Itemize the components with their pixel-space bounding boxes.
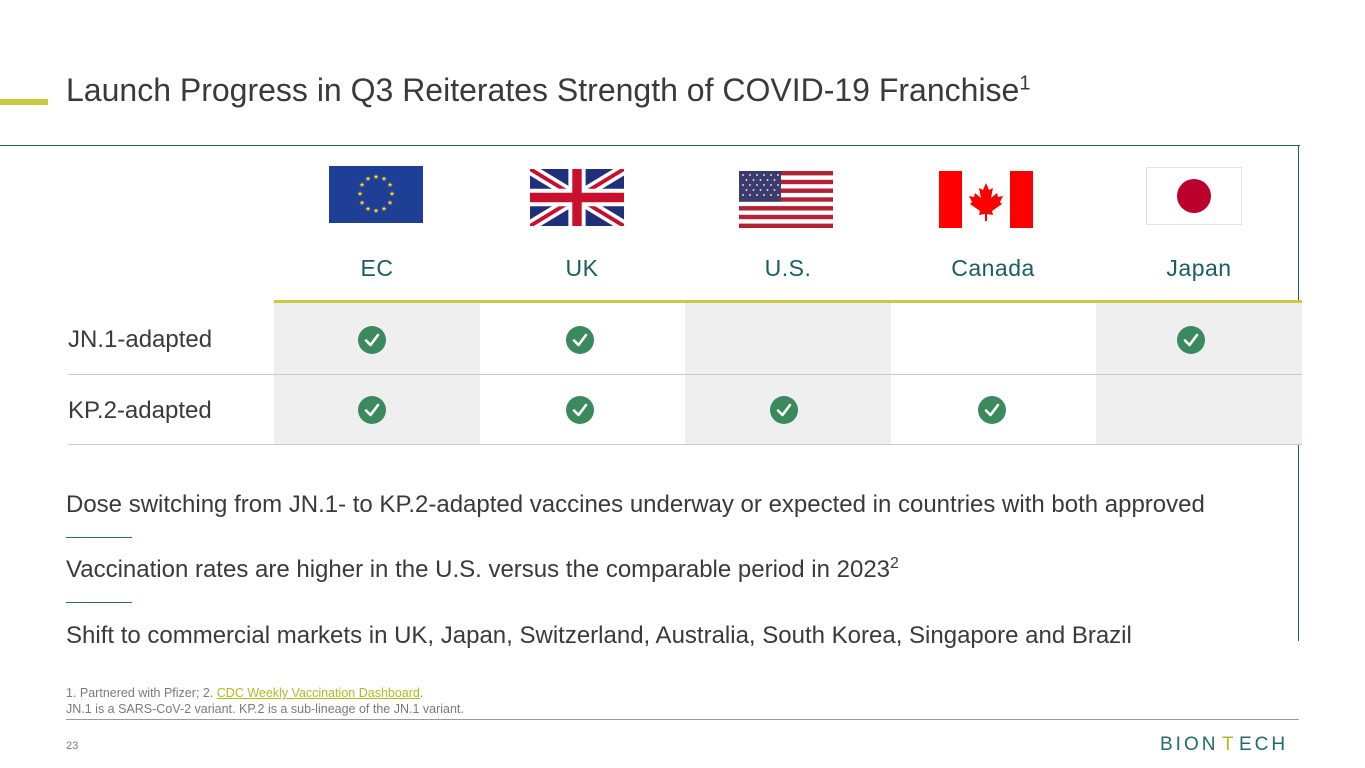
- footnote-line-1: 1. Partnered with Pfizer; 2. CDC Weekly …: [66, 686, 424, 700]
- page-title: Launch Progress in Q3 Reiterates Strengt…: [66, 72, 1031, 108]
- svg-text:★: ★: [357, 190, 363, 198]
- page-number: 23: [66, 740, 79, 752]
- row-divider: [68, 444, 1302, 445]
- footer-rule: [66, 719, 1299, 720]
- svg-text:★: ★: [365, 205, 371, 213]
- bullet-vaccination-rates: Vaccination rates are higher in the U.S.…: [66, 555, 899, 584]
- check-circle-icon: [566, 396, 594, 424]
- column-header-japan: Japan: [1166, 255, 1232, 281]
- svg-text:★: ★: [381, 205, 387, 213]
- check-circle-icon: [566, 326, 594, 354]
- footnote-line-2: JN.1 is a SARS-CoV-2 variant. KP.2 is a …: [66, 702, 464, 716]
- row-divider: [68, 374, 1302, 375]
- bullet-separator: [66, 537, 132, 538]
- japan-flag-icon: [1146, 167, 1242, 225]
- svg-text:★: ★: [365, 175, 371, 183]
- header-divider: [274, 300, 1302, 303]
- row-label-kp2: KP.2-adapted: [68, 397, 212, 424]
- column-header-us: U.S.: [764, 255, 812, 281]
- frame-top-rule: [0, 145, 1300, 146]
- check-circle-icon: [358, 326, 386, 354]
- check-circle-icon: [1177, 326, 1205, 354]
- svg-text:★: ★: [373, 173, 379, 181]
- column-header-ec: EC: [360, 255, 394, 281]
- check-circle-icon: [978, 396, 1006, 424]
- svg-text:ECH: ECH: [1239, 734, 1288, 754]
- bullet-separator: [66, 602, 132, 603]
- svg-text:★: ★: [389, 190, 395, 198]
- title-footnote-ref: 1: [1019, 72, 1031, 95]
- svg-text:★: ★: [387, 181, 393, 189]
- svg-text:★: ★: [373, 207, 379, 215]
- canada-flag-icon: [939, 171, 1033, 228]
- column-header-uk: UK: [565, 255, 599, 281]
- title-accent-bar: [0, 99, 48, 105]
- us-flag-icon: [739, 171, 833, 228]
- check-circle-icon: [358, 396, 386, 424]
- svg-text:★: ★: [387, 199, 393, 207]
- check-circle-icon: [770, 396, 798, 424]
- svg-text:★: ★: [359, 181, 365, 189]
- uk-flag-icon: [530, 169, 624, 226]
- svg-text:★: ★: [359, 199, 365, 207]
- svg-text:T: T: [1222, 734, 1237, 754]
- column-header-canada: Canada: [951, 255, 1035, 281]
- biontech-logo: BION T ECH: [1160, 734, 1288, 754]
- bullet-footnote-ref: 2: [890, 555, 899, 572]
- svg-text:★: ★: [381, 175, 387, 183]
- bullet-dose-switching: Dose switching from JN.1- to KP.2-adapte…: [66, 491, 1205, 518]
- row-label-jn1: JN.1-adapted: [68, 326, 213, 353]
- cdc-dashboard-link[interactable]: CDC Weekly Vaccination Dashboard: [216, 686, 420, 700]
- eu-flag-icon: ★ ★★ ★★★ ★★★ ★★★: [329, 166, 423, 223]
- bullet-commercial-markets: Shift to commercial markets in UK, Japan…: [66, 622, 1132, 649]
- svg-text:BION: BION: [1160, 734, 1218, 754]
